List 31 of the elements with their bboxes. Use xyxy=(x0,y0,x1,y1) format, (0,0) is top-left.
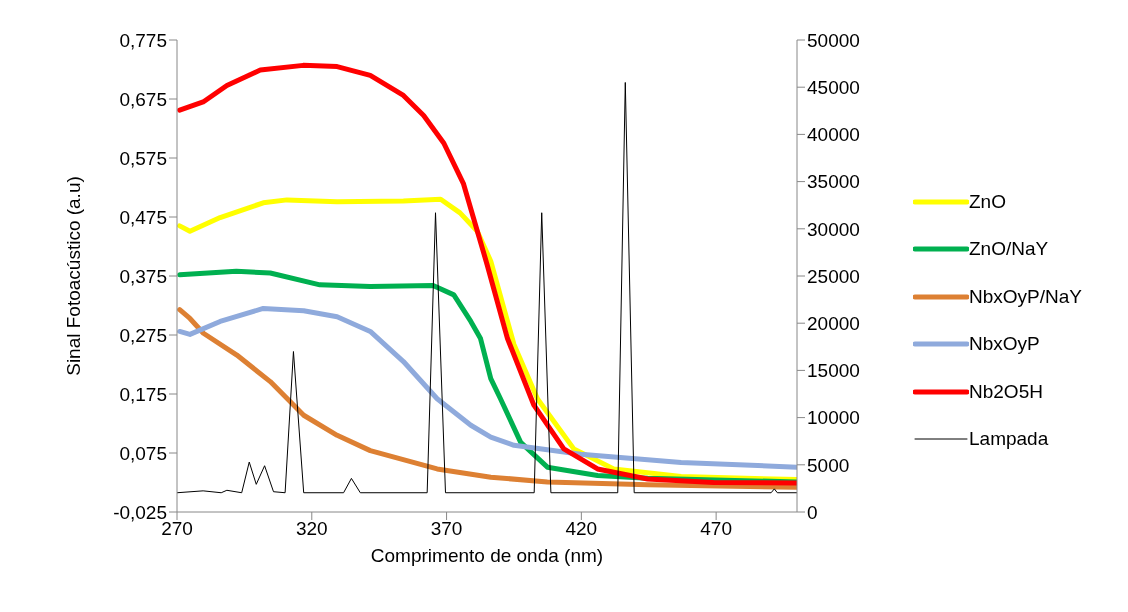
legend-label: ZnO/NaY xyxy=(969,238,1049,261)
x-tick-label: 320 xyxy=(295,518,328,540)
y-tick-label: 0,275 xyxy=(119,324,167,346)
y-tick-label: 0,675 xyxy=(119,88,167,110)
legend-label: Nb2O5H xyxy=(969,380,1043,403)
legend-label: NbxOyP xyxy=(969,333,1040,356)
y2-tick-label: 25000 xyxy=(807,265,860,287)
y-tick-label: 0,375 xyxy=(119,265,167,287)
y2-tick-label: 15000 xyxy=(807,360,860,382)
x-tick-label: 370 xyxy=(430,518,463,540)
y2-tick-label: 30000 xyxy=(807,218,860,240)
y-tick-label: 0,075 xyxy=(119,442,167,464)
y2-tick-label: 40000 xyxy=(807,124,860,146)
y-tick-label: 0,475 xyxy=(119,206,167,228)
x-axis-title: Comprimento de onda (nm) xyxy=(370,545,604,566)
y2-tick-label: 20000 xyxy=(807,312,860,334)
y2-tick-label: 35000 xyxy=(807,171,860,193)
y-axis-title: Sinal Fotoacústico (a.u) xyxy=(62,176,84,376)
x-tick-label: 420 xyxy=(565,518,598,540)
legend-label: Lampada xyxy=(969,428,1049,451)
y2-tick-label: 10000 xyxy=(807,407,860,429)
y-tick-label: 0,775 xyxy=(119,29,167,51)
y2-tick-label: 45000 xyxy=(807,76,860,98)
y-tick-label: 0,175 xyxy=(119,383,167,405)
y-tick-label: 0,575 xyxy=(119,147,167,169)
x-tick-label: 470 xyxy=(700,518,732,540)
y2-tick-label: 50000 xyxy=(807,29,860,51)
legend-label: ZnO xyxy=(969,190,1006,213)
y2-tick-label: 5000 xyxy=(807,454,850,476)
legend-label: NbxOyP/NaY xyxy=(969,285,1082,308)
y2-tick-label: 0 xyxy=(807,501,818,523)
